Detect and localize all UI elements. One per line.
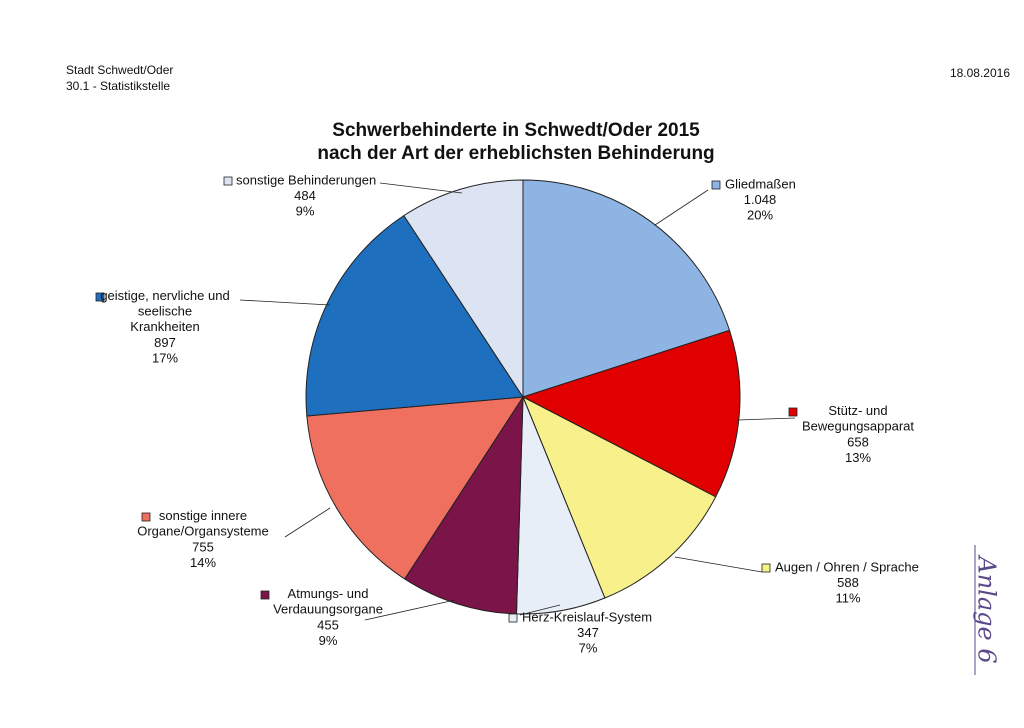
pie-slice	[305, 214, 524, 417]
leader-line	[737, 417, 796, 421]
percent-label: 9%	[319, 633, 338, 648]
leader-line	[364, 599, 456, 621]
header-org: Stadt Schwedt/Oder	[66, 63, 173, 77]
value-label: 588	[837, 575, 859, 590]
legend-marker	[95, 292, 105, 302]
category-label: Atmungs- und Verdauungsorgane	[273, 586, 383, 617]
pie-slice	[522, 395, 717, 599]
percent-label: 9%	[296, 203, 315, 218]
value-label: 658	[847, 434, 869, 449]
leader-line	[674, 556, 763, 573]
leader-line	[284, 507, 331, 538]
pie-slice	[306, 396, 524, 580]
text-line: Stütz- und	[828, 403, 887, 418]
text-line: sonstige innere	[159, 508, 247, 523]
legend-marker	[761, 563, 771, 573]
value-label: 484	[294, 188, 316, 203]
header-date: 18.08.2016	[950, 66, 1010, 80]
category-label: Herz-Kreislauf-System	[522, 609, 652, 624]
legend-marker	[260, 590, 270, 600]
category-label: geistige, nervliche und seelische Krankhei…	[100, 288, 229, 334]
value-label: 755	[192, 539, 214, 554]
pie-slice	[403, 179, 524, 399]
leader-line	[379, 182, 463, 194]
leader-line	[519, 604, 561, 616]
percent-label: 13%	[845, 450, 871, 465]
legend-marker	[223, 176, 233, 186]
category-label: sonstige Behinderungen	[236, 172, 376, 187]
handwritten-note: Anlage 6	[973, 554, 1001, 663]
text-line: geistige, nervliche und	[100, 288, 229, 303]
value-label: 897	[154, 335, 176, 350]
leader-line	[654, 189, 709, 226]
chart-title: Schwerbehinderte in Schwedt/Oder 2015 nac…	[317, 120, 714, 164]
percent-label: 11%	[835, 590, 860, 605]
leader-line	[239, 299, 331, 306]
value-label: 347	[577, 625, 599, 640]
text-line: Bewegungsapparat	[802, 419, 914, 434]
value-label: 455	[317, 617, 339, 632]
text-line: Krankheiten	[130, 319, 199, 334]
legend-marker	[711, 180, 721, 190]
pie-slice	[522, 179, 731, 398]
percent-label: 7%	[579, 640, 598, 655]
percent-label: 20%	[747, 207, 773, 222]
value-label: 1.048	[744, 192, 777, 207]
pie-slice	[521, 329, 741, 498]
text-line: seelische	[138, 304, 192, 319]
text-line: Atmungs- und	[288, 586, 369, 601]
category-label: Gliedmaßen	[725, 176, 796, 191]
legend-marker	[141, 512, 151, 522]
percent-label: 14%	[190, 555, 216, 570]
legend-marker	[508, 613, 518, 623]
header-department: 30.1 - Statistikstelle	[66, 79, 170, 93]
percent-label: 17%	[152, 350, 178, 365]
text-line: Organe/Organsysteme	[137, 524, 269, 539]
category-label: sonstige innere Organe/Organsysteme	[137, 508, 269, 539]
text-line: Verdauungsorgane	[273, 602, 383, 617]
legend-marker	[788, 407, 798, 417]
category-label: Augen / Ohren / Sprache	[775, 559, 919, 574]
category-label: Stütz- und Bewegungsapparat	[802, 403, 914, 434]
text-line: Schwerbehinderte in Schwedt/Oder 2015	[332, 120, 700, 141]
text-line: nach der Art der erheblichsten Behinderu…	[317, 143, 714, 164]
